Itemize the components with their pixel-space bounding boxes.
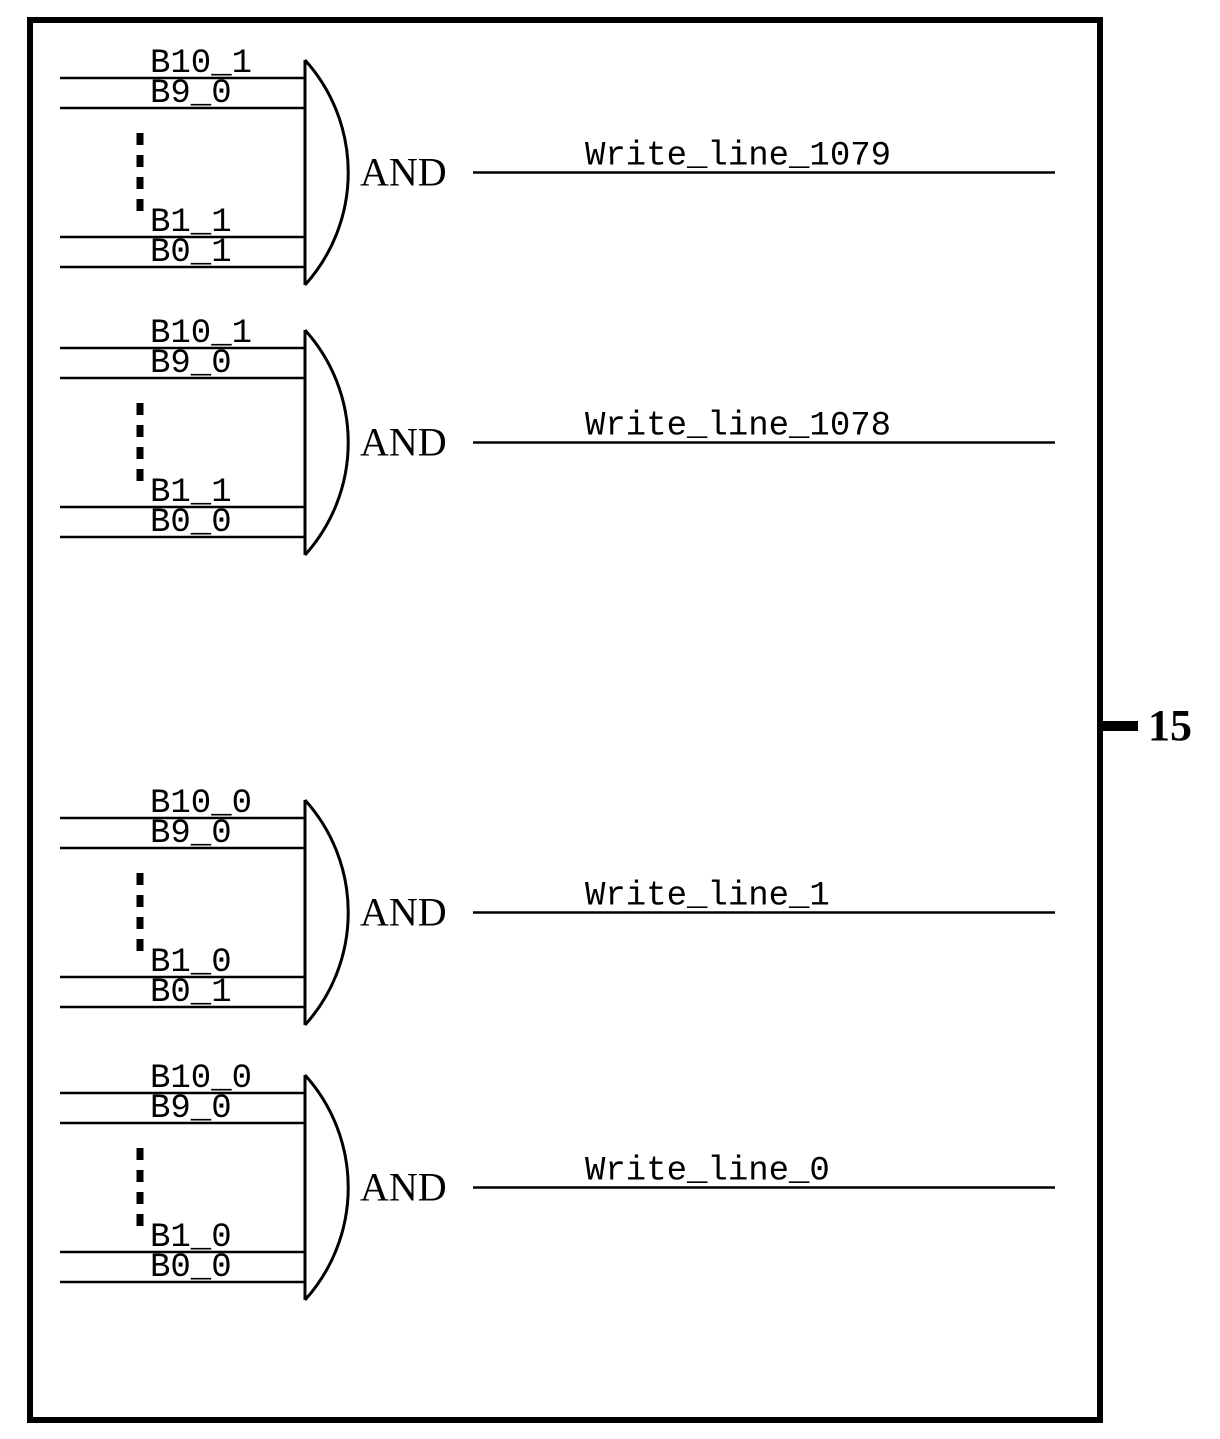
- input-label: B9_0: [150, 75, 232, 113]
- and-gate-label: AND: [360, 1165, 447, 1210]
- input-label: B9_0: [150, 1090, 232, 1128]
- and-gate-label: AND: [360, 890, 447, 935]
- and-gate-arc: [305, 330, 348, 555]
- output-label: Write_line_1: [585, 878, 830, 916]
- output-label: Write_line_1078: [585, 408, 891, 446]
- input-label: B0_1: [150, 234, 232, 272]
- output-label: Write_line_0: [585, 1153, 830, 1191]
- input-label: B0_0: [150, 1249, 232, 1287]
- logic-diagram: 15ANDB10_1B9_0B1_1B0_1Write_line_1079AND…: [0, 0, 1220, 1439]
- and-gate-arc: [305, 1075, 348, 1300]
- output-label: Write_line_1079: [585, 138, 891, 176]
- input-label: B0_1: [150, 974, 232, 1012]
- input-label: B9_0: [150, 815, 232, 853]
- and-gate-arc: [305, 800, 348, 1025]
- and-gate-arc: [305, 60, 348, 285]
- reference-label: 15: [1148, 701, 1192, 750]
- and-gate-label: AND: [360, 420, 447, 465]
- and-gate-label: AND: [360, 150, 447, 195]
- input-label: B0_0: [150, 504, 232, 542]
- input-label: B9_0: [150, 345, 232, 383]
